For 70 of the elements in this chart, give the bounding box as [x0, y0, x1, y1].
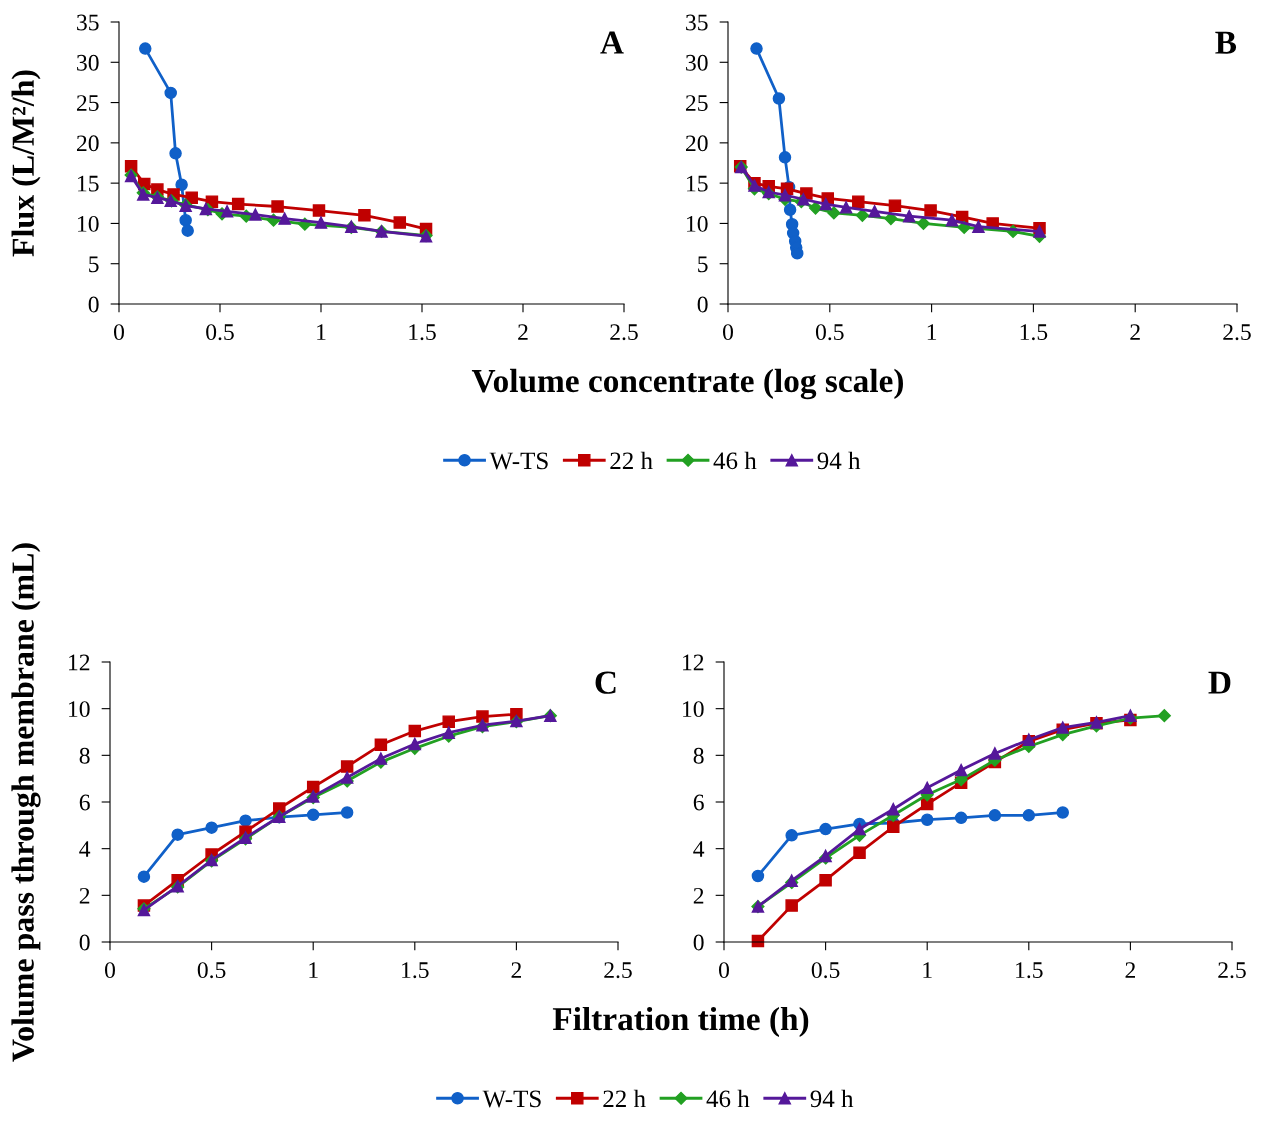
y-tick-label: 20	[685, 135, 708, 152]
y-axis-title: Volume pass through membrane (mL)	[11, 543, 41, 1062]
x-tick-label: 1	[927, 324, 937, 340]
y-tick-label: 4	[79, 841, 91, 857]
x-tick-label: 1.5	[1016, 962, 1043, 979]
y-tick-label: 30	[77, 54, 99, 71]
y-tick-label: 12	[69, 654, 90, 671]
y-tick-label: 12	[683, 654, 704, 671]
x-tick-label: 0.5	[206, 324, 234, 341]
legend-label: 46 h	[706, 1089, 750, 1108]
x-tick-label: 2.5	[604, 962, 632, 979]
x-axis-title: Filtration time (h)	[552, 1006, 809, 1038]
x-tick-label: 2.5	[1223, 324, 1251, 341]
y-tick-label: 30	[686, 54, 708, 71]
legend-label: W-TS	[482, 1090, 541, 1108]
x-tick-label: 0.5	[815, 324, 844, 341]
x-tick-label: 1	[923, 962, 932, 978]
legend-label: 94 h	[810, 1089, 854, 1108]
legend-label: 94 h	[817, 451, 861, 470]
y-tick-label: 0	[697, 296, 708, 313]
annotation: A	[600, 31, 624, 54]
y-tick-label: 25	[76, 95, 99, 111]
y-tick-label: 5	[89, 256, 99, 273]
x-tick-label: 1	[309, 962, 318, 978]
x-tick-label: 2.5	[610, 324, 638, 341]
y-tick-label: 10	[687, 215, 708, 232]
legend-label: 46 h	[713, 451, 757, 470]
y-tick-label: 8	[79, 747, 90, 764]
y-tick-label: 2	[79, 887, 90, 904]
legend-label: 22 h	[603, 1089, 646, 1107]
y-tick-label: 8	[693, 747, 704, 764]
x-tick-label: 1.5	[1020, 324, 1048, 341]
x-tick-label: 0	[723, 324, 733, 341]
annotation: D	[1208, 671, 1231, 694]
y-tick-label: 35	[686, 14, 708, 31]
y-tick-label: 2	[693, 887, 704, 904]
x-tick-label: 2	[1130, 324, 1140, 340]
x-tick-label: 0	[114, 324, 124, 341]
y-tick-label: 25	[685, 95, 708, 111]
y-tick-label: 15	[78, 175, 99, 192]
x-tick-label: 1	[317, 324, 326, 340]
x-tick-label: 2	[518, 324, 528, 340]
y-tick-label: 10	[69, 701, 90, 718]
x-tick-label: 2	[1125, 962, 1135, 978]
y-axis-title: Flux (L/M²/h)	[11, 70, 41, 257]
y-tick-label: 4	[693, 841, 705, 857]
x-tick-label: 1.5	[409, 324, 436, 341]
y-tick-label: 35	[77, 14, 99, 31]
y-tick-label: 6	[693, 794, 704, 811]
y-tick-label: 6	[79, 794, 90, 811]
x-tick-label: 1.5	[402, 962, 429, 979]
x-tick-label: 0	[719, 962, 729, 979]
x-tick-label: 2.5	[1218, 962, 1246, 979]
x-tick-label: 2	[511, 962, 521, 978]
annotation: C	[595, 671, 616, 694]
x-axis-title: Volume concentrate (log scale)	[471, 368, 903, 400]
legend-label: 22 h	[610, 451, 653, 469]
y-tick-label: 0	[79, 934, 90, 951]
x-tick-label: 0	[105, 962, 115, 979]
y-tick-label: 20	[76, 135, 99, 152]
y-tick-label: 0	[88, 296, 99, 313]
y-tick-label: 10	[683, 701, 704, 718]
x-tick-label: 0.5	[197, 962, 226, 979]
y-tick-label: 0	[693, 934, 704, 951]
y-tick-label: 5	[698, 256, 708, 273]
x-tick-label: 0.5	[811, 962, 840, 979]
legend-label: W-TS	[489, 452, 548, 470]
y-tick-label: 15	[687, 175, 708, 192]
annotation: B	[1215, 31, 1237, 54]
y-tick-label: 10	[78, 215, 99, 232]
